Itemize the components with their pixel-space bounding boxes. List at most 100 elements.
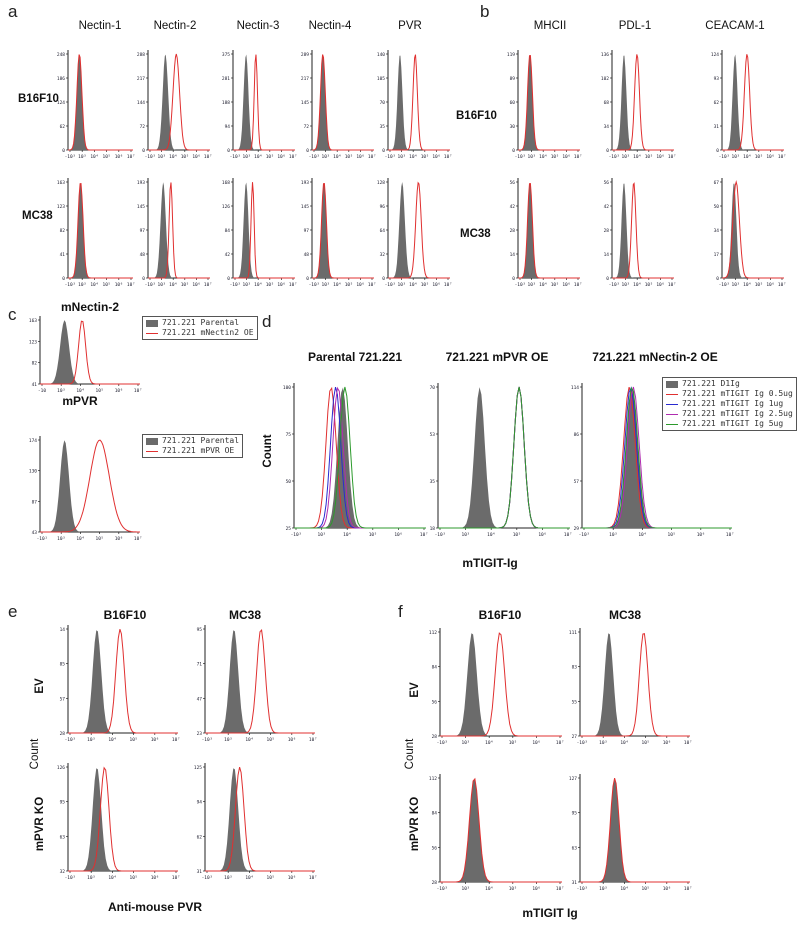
y-tick-label: 0: [606, 276, 609, 282]
y-tick-label: 70: [430, 385, 436, 391]
control-histogram: [205, 630, 315, 733]
y-tick-label: 70: [380, 100, 386, 106]
y-tick-label: 42: [604, 204, 610, 210]
control-histogram: [40, 440, 140, 532]
y-tick-label: 50: [714, 204, 720, 210]
stained-histogram: [582, 386, 732, 529]
x-tick-label: 10⁶: [115, 154, 123, 160]
y-tick-label: 193: [137, 180, 145, 186]
a-col-nectin-4: Nectin-4: [308, 20, 352, 32]
y-tick-label: 56: [432, 699, 438, 705]
y-tick-label: 56: [510, 180, 516, 186]
y-tick-label: 48: [140, 252, 146, 258]
y-tick-label: 0: [227, 148, 230, 154]
y-tick-label: 72: [304, 124, 310, 130]
legend-entry: 721.221 D1Ig: [666, 379, 793, 389]
x-tick-label: -10³: [309, 154, 320, 160]
y-tick-label: 82: [60, 228, 66, 234]
control-histogram: [580, 778, 690, 882]
x-tick-label: 10⁶: [656, 282, 664, 288]
x-tick-label: 10³: [78, 282, 86, 288]
x-tick-label: 10³: [318, 532, 326, 538]
x-tick-label: 10⁴: [409, 154, 417, 160]
legend-label: 721.221 D1Ig: [682, 379, 740, 388]
legend-swatch: [666, 380, 678, 388]
x-tick-label: 10⁷: [309, 737, 317, 743]
x-tick-label: 10⁶: [356, 154, 364, 160]
x-tick-label: 10⁵: [551, 154, 559, 160]
x-tick-label: 10⁵: [509, 886, 517, 892]
x-tick-label: 10⁴: [333, 282, 341, 288]
x-tick-label: 10⁶: [663, 740, 671, 746]
stained-histogram: [518, 183, 580, 279]
x-tick-label: 10⁷: [574, 282, 582, 288]
b-row-mc38: MC38: [460, 228, 491, 240]
y-tick-label: 17: [714, 252, 720, 258]
x-tick-label: 10³: [732, 282, 740, 288]
stained-histogram: [580, 777, 690, 883]
d-title-parental: Parental 721.221: [307, 350, 403, 364]
x-tick-label: 10³: [243, 154, 251, 160]
y-tick-label: 100: [283, 385, 291, 391]
x-tick-label: 10⁶: [538, 532, 546, 538]
stained-histogram: [582, 386, 732, 529]
x-tick-label: 10⁴: [485, 886, 493, 892]
x-tick-label: 10⁴: [620, 740, 628, 746]
x-tick-label: 10⁵: [369, 532, 377, 538]
stained-histogram: [68, 183, 133, 279]
x-tick-label: 10⁷: [564, 532, 572, 538]
x-tick-label: -10³: [719, 282, 730, 288]
y-tick-label: 55: [572, 699, 578, 705]
x-tick-label: 10³: [462, 532, 470, 538]
y-tick-label: 0: [142, 148, 145, 154]
y-tick-label: 62: [714, 100, 720, 106]
x-tick-label: 10⁵: [266, 154, 274, 160]
x-tick-label: 10⁶: [288, 737, 296, 743]
x-tick-label: 10³: [224, 875, 232, 881]
x-tick-label: 10³: [599, 740, 607, 746]
y-tick-label: 97: [140, 228, 146, 234]
legend-swatch: [666, 403, 678, 405]
y-tick-label: 94: [197, 800, 203, 806]
legend-swatch: [666, 423, 678, 425]
x-tick-label: -10³: [65, 154, 76, 160]
stained-histogram: [294, 386, 426, 529]
x-tick-label: -10³: [202, 737, 213, 743]
x-tick-label: 10⁷: [556, 740, 564, 746]
x-tick-label: 10⁴: [76, 536, 84, 542]
y-tick-label: 145: [137, 204, 145, 210]
panel-letter-e: e: [8, 602, 18, 621]
legend-entry: 721.221 Parental: [146, 318, 254, 328]
control-histogram: [580, 633, 690, 736]
x-tick-label: 10⁵: [668, 532, 676, 538]
y-tick-label: 86: [574, 432, 580, 438]
x-tick-label: 10⁶: [663, 886, 671, 892]
x-tick-label: 10³: [57, 388, 65, 394]
x-tick-label: 10⁴: [343, 532, 351, 538]
legend-label: 721.221 mTIGIT Ig 5ug: [682, 419, 784, 428]
x-tick-label: -10³: [230, 282, 241, 288]
stained-histogram: [68, 766, 178, 872]
y-tick-label: 28: [60, 731, 66, 737]
y-tick-label: 62: [197, 834, 203, 840]
y-tick-label: 112: [429, 630, 437, 636]
b-col-mhcii: MHCII: [533, 20, 567, 32]
x-tick-label: -10³: [437, 886, 448, 892]
x-tick-label: 10⁶: [532, 886, 540, 892]
x-tick-label: -10³: [145, 282, 156, 288]
y-tick-label: 163: [29, 318, 37, 324]
control-histogram: [205, 768, 315, 871]
d-title-mpvr: 721.221 mPVR OE: [445, 350, 549, 364]
control-histogram: [294, 387, 426, 528]
x-tick-label: 10⁵: [103, 154, 111, 160]
x-tick-label: 10⁶: [192, 154, 200, 160]
x-tick-label: 10⁷: [289, 282, 297, 288]
x-tick-label: -10³: [385, 282, 396, 288]
control-histogram: [233, 182, 295, 278]
c-title-top: mNectin-2: [60, 300, 119, 314]
legend-entry: 721.221 mTIGIT Ig 1ug: [666, 399, 793, 409]
x-tick-label: -10³: [230, 154, 241, 160]
x-tick-label: 10⁷: [172, 875, 180, 881]
y-tick-label: 126: [57, 765, 65, 771]
y-tick-label: 0: [306, 148, 309, 154]
